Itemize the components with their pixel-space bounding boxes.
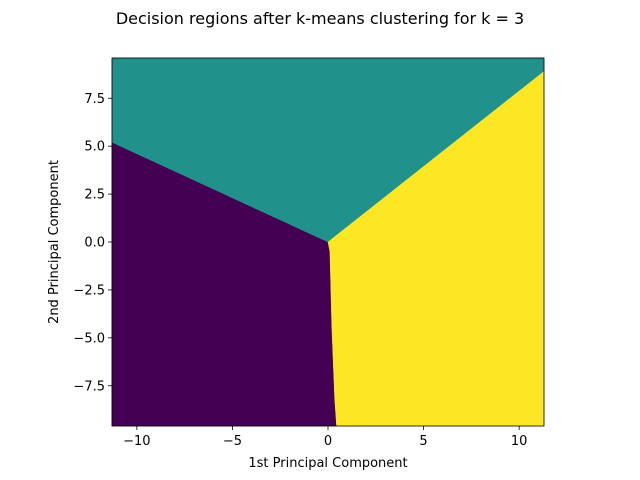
x-axis-label: 1st Principal Component [248, 456, 407, 471]
x-tick-label: −5 [223, 434, 242, 449]
y-tick-label: 2.5 [84, 188, 105, 203]
y-tick-label: −5.0 [73, 331, 105, 346]
x-tick-label: 5 [419, 434, 427, 449]
y-tick-label: −7.5 [73, 379, 105, 394]
y-tick-label: 0.0 [84, 236, 105, 251]
y-axis-label: 2nd Principal Component [47, 160, 62, 324]
y-tick-label: −2.5 [73, 283, 105, 298]
decision-regions [111, 57, 545, 427]
x-tick-label: 0 [324, 434, 332, 449]
y-tick-label: 7.5 [84, 92, 105, 107]
y-tick-label: 5.0 [84, 140, 105, 155]
x-tick-label: −10 [123, 434, 150, 449]
chart-title: Decision regions after k-means clusterin… [116, 9, 524, 28]
x-axis-ticks: −10 −5 0 5 10 [123, 426, 527, 449]
y-axis-ticks: −7.5 −5.0 −2.5 0.0 2.5 5.0 7.5 [73, 92, 112, 394]
x-tick-label: 10 [511, 434, 528, 449]
